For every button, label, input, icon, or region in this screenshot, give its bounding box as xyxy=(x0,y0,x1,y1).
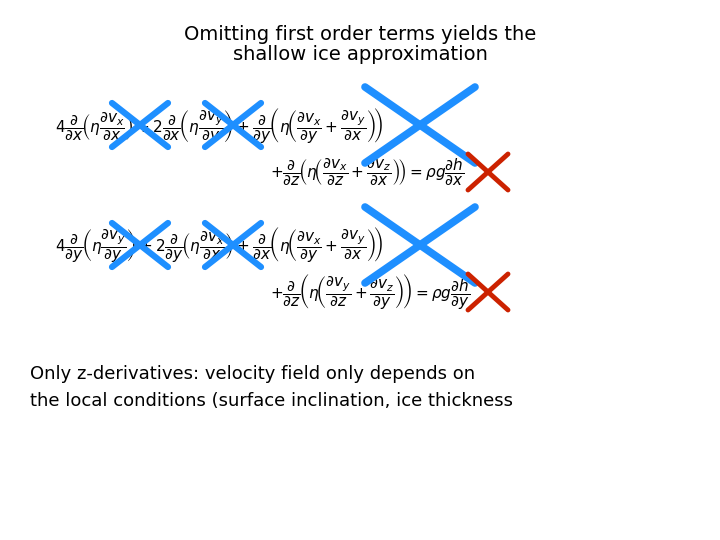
Text: the local conditions (surface inclination, ice thickness: the local conditions (surface inclinatio… xyxy=(30,392,513,410)
Text: Omitting first order terms yields the: Omitting first order terms yields the xyxy=(184,25,536,44)
Text: $4\dfrac{\partial}{\partial y}\!\left(\eta\dfrac{\partial v_y}{\partial y}\right: $4\dfrac{\partial}{\partial y}\!\left(\e… xyxy=(55,226,384,265)
Text: shallow ice approximation: shallow ice approximation xyxy=(233,45,487,64)
Text: Only z-derivatives: velocity field only depends on: Only z-derivatives: velocity field only … xyxy=(30,365,475,383)
Text: $+\dfrac{\partial}{\partial z}\!\left(\eta\!\left(\dfrac{\partial v_x}{\partial : $+\dfrac{\partial}{\partial z}\!\left(\e… xyxy=(270,156,464,188)
Text: $4\dfrac{\partial}{\partial x}\!\left(\eta\dfrac{\partial v_x}{\partial x}\right: $4\dfrac{\partial}{\partial x}\!\left(\e… xyxy=(55,105,384,145)
Text: $+\dfrac{\partial}{\partial z}\!\left(\eta\!\left(\dfrac{\partial v_y}{\partial : $+\dfrac{\partial}{\partial z}\!\left(\e… xyxy=(270,273,470,312)
